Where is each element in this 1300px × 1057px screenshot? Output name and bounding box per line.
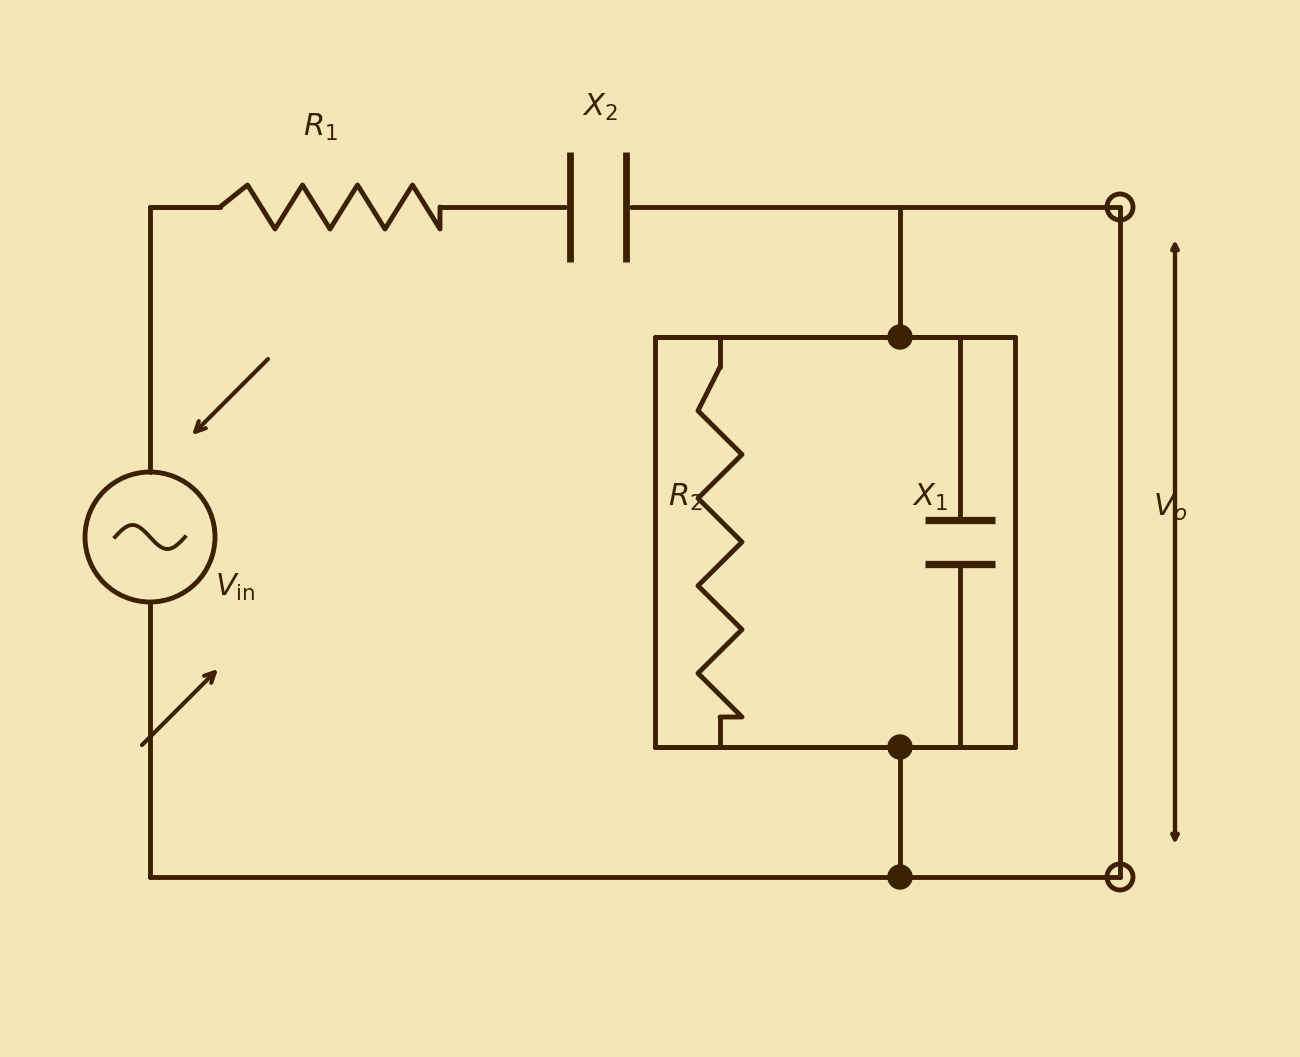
Text: $V_o$: $V_o$: [1153, 492, 1187, 522]
Text: $X_2$: $X_2$: [582, 92, 617, 123]
Circle shape: [888, 865, 913, 889]
Circle shape: [888, 735, 913, 759]
Text: $R_1$: $R_1$: [303, 111, 338, 143]
Text: $R_2$: $R_2$: [668, 481, 702, 513]
Text: $X_1$: $X_1$: [913, 481, 948, 513]
Circle shape: [888, 324, 913, 349]
Text: $V_{\mathrm{in}}$: $V_{\mathrm{in}}$: [214, 572, 255, 602]
